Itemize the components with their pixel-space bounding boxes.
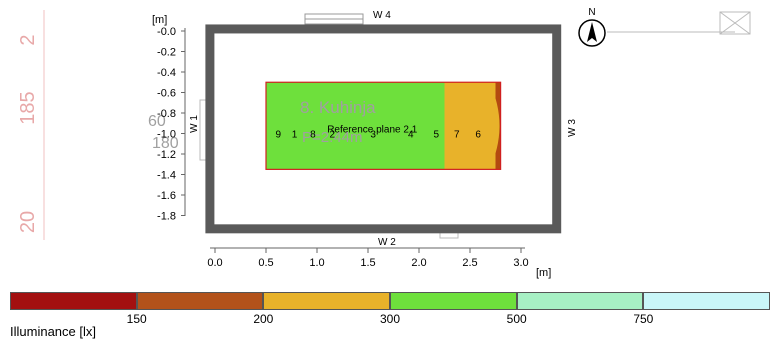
ghost-label: 60 bbox=[148, 113, 166, 130]
room-name: 8. Kuhinja bbox=[300, 98, 376, 117]
x-tick-label: 3.0 bbox=[513, 257, 528, 269]
x-tick-label: 0.5 bbox=[258, 257, 273, 269]
wall-label-north: W 4 bbox=[373, 10, 391, 21]
legend-tick-label: 150 bbox=[126, 312, 147, 326]
reference-plane-label: Reference plane 2.1 bbox=[327, 125, 418, 136]
compass-needle bbox=[587, 22, 597, 42]
x-tick-label: 2.5 bbox=[462, 257, 477, 269]
wall-label-west: W 1 bbox=[189, 115, 200, 133]
dimension-label: 185 bbox=[17, 91, 39, 124]
calculation-point: 5 bbox=[434, 130, 440, 141]
compass-icon: N bbox=[578, 7, 606, 47]
room-area: P=2.44m bbox=[302, 129, 362, 146]
calculation-point: 8 bbox=[310, 130, 316, 141]
calculation-point: 7 bbox=[454, 130, 460, 141]
dimension-label: 2 bbox=[17, 34, 39, 45]
x-tick-label: 0.0 bbox=[207, 257, 222, 269]
reference-plane bbox=[265, 81, 502, 170]
calculation-point: 9 bbox=[275, 130, 281, 141]
legend-tick-label: 750 bbox=[633, 312, 654, 326]
y-tick-label: -1.2 bbox=[157, 149, 176, 161]
plot-axes: [m][m]-0.0-0.2-0.4-0.6-0.8-1.0-1.2-1.4-1… bbox=[152, 14, 551, 279]
illuminance-zone bbox=[266, 82, 445, 170]
legend-swatch bbox=[263, 292, 391, 310]
ghost-box bbox=[719, 11, 751, 35]
y-tick-label: -0.8 bbox=[157, 108, 176, 120]
y-tick-label: -1.6 bbox=[157, 190, 176, 202]
legend-swatch bbox=[10, 292, 137, 310]
y-tick-label: -0.6 bbox=[157, 88, 176, 100]
x-tick-label: 1.0 bbox=[309, 257, 324, 269]
x-unit: [m] bbox=[536, 267, 551, 279]
reference-plane-border bbox=[265, 81, 502, 170]
x-tick-label: 1.5 bbox=[360, 257, 375, 269]
zone-curve bbox=[489, 82, 500, 170]
ghost-box-line bbox=[719, 11, 751, 35]
dimension-label: 20 bbox=[17, 211, 39, 233]
x-tick-label: 2.0 bbox=[411, 257, 426, 269]
legend-swatch bbox=[136, 292, 264, 310]
legend-tick-label: 300 bbox=[379, 312, 401, 326]
legend-swatch bbox=[643, 292, 771, 310]
wall-label-east: W 3 bbox=[567, 119, 578, 137]
ghost-label: 180 bbox=[152, 135, 179, 152]
y-unit: [m] bbox=[152, 14, 167, 26]
y-tick-label: -1.8 bbox=[157, 211, 176, 223]
legend-swatch bbox=[516, 292, 644, 310]
y-tick-label: -1.0 bbox=[157, 129, 176, 141]
floor-plan-plot: 21852060180P=90P=90 [m][m]-0.0-0.2-0.4-0… bbox=[17, 7, 751, 279]
calculation-point: 4 bbox=[408, 130, 414, 141]
y-tick-label: -0.4 bbox=[157, 67, 176, 79]
legend-swatch bbox=[390, 292, 517, 310]
y-tick-label: -0.0 bbox=[157, 26, 176, 38]
calculation-point: 1 bbox=[292, 130, 298, 141]
wall-label-south: W 2 bbox=[378, 237, 396, 248]
legend-title: Illuminance [lx] bbox=[10, 324, 96, 339]
y-tick-label: -0.2 bbox=[157, 47, 176, 59]
illuminance-zone bbox=[444, 82, 496, 170]
legend-tick-label: 200 bbox=[253, 312, 274, 326]
calculation-point: 6 bbox=[475, 130, 481, 141]
legend-tick-label: 500 bbox=[506, 312, 527, 326]
calculation-point: 3 bbox=[370, 130, 376, 141]
y-tick-label: -1.4 bbox=[157, 170, 176, 182]
calculation-point: 2 bbox=[330, 130, 336, 141]
illuminance-legend-bar bbox=[10, 292, 771, 310]
compass-north-label: N bbox=[588, 7, 595, 18]
